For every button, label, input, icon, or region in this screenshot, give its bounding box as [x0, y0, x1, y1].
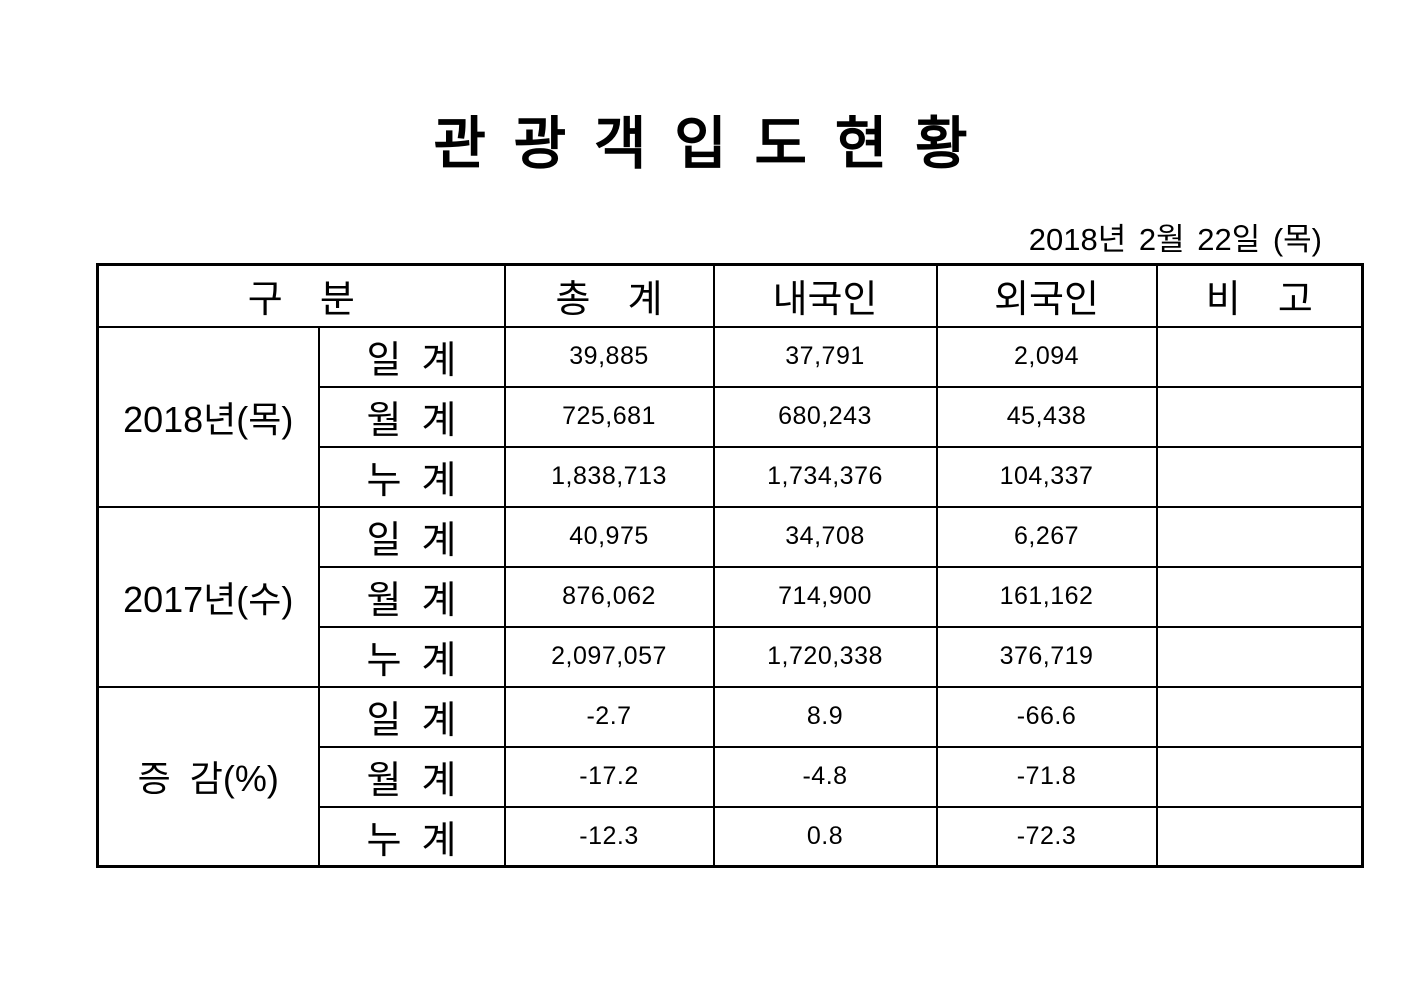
header-total: 총 계 — [503, 263, 715, 328]
row-label: 일 계 — [317, 685, 506, 748]
cell-foreign: 161,162 — [935, 565, 1158, 628]
cell-total: 40,975 — [503, 505, 715, 568]
cell-remarks — [1155, 385, 1364, 448]
row-label: 월 계 — [317, 565, 506, 628]
cell-total: -2.7 — [503, 685, 715, 748]
cell-foreign: 2,094 — [935, 325, 1158, 388]
header-domestic: 내국인 — [712, 263, 938, 328]
cell-total: -17.2 — [503, 745, 715, 808]
report-date: 2018년 2월 22일 (목) — [1028, 222, 1322, 257]
row-label: 일 계 — [317, 505, 506, 568]
table-row: 누 계 -12.3 0.8 -72.3 — [98, 805, 1364, 868]
cell-domestic: 37,791 — [712, 325, 938, 388]
cell-foreign: 6,267 — [935, 505, 1158, 568]
table-row: 증 감(%) 일 계 -2.7 8.9 -66.6 — [96, 685, 1364, 868]
row-label: 누 계 — [317, 445, 506, 508]
table-row: 2018년(목) 일 계 39,885 37,791 2,094 — [96, 325, 1364, 508]
cell-total: 1,838,713 — [503, 445, 715, 508]
cell-remarks — [1155, 325, 1364, 388]
row-label: 누 계 — [317, 805, 506, 868]
cell-foreign: 45,438 — [935, 385, 1158, 448]
section-label-2018: 2018년(목) — [96, 325, 320, 508]
row-label: 일 계 — [317, 325, 506, 388]
table-row: 2017년(수) 일 계 40,975 34,708 6,267 — [96, 505, 1364, 688]
cell-total: 2,097,057 — [503, 625, 715, 688]
header-category: 구 분 — [96, 263, 506, 328]
cell-foreign: 104,337 — [935, 445, 1158, 508]
table-row: 누 계 1,838,713 1,734,376 104,337 — [98, 445, 1364, 508]
table-row: 월 계 725,681 680,243 45,438 — [98, 385, 1364, 448]
cell-domestic: 1,734,376 — [712, 445, 938, 508]
cell-total: 39,885 — [503, 325, 715, 388]
header-foreign: 외국인 — [935, 263, 1158, 328]
cell-domestic: -4.8 — [712, 745, 938, 808]
cell-foreign: -72.3 — [935, 805, 1158, 868]
cell-domestic: 0.8 — [712, 805, 938, 868]
cell-domestic: 680,243 — [712, 385, 938, 448]
cell-domestic: 1,720,338 — [712, 625, 938, 688]
section-label-change: 증 감(%) — [96, 685, 320, 868]
row-label: 월 계 — [317, 385, 506, 448]
cell-domestic: 8.9 — [712, 685, 938, 748]
cell-remarks — [1155, 445, 1364, 508]
cell-remarks — [1155, 565, 1364, 628]
cell-total: 725,681 — [503, 385, 715, 448]
cell-remarks — [1155, 745, 1364, 808]
cell-total: -12.3 — [503, 805, 715, 868]
row-label: 월 계 — [317, 745, 506, 808]
cell-remarks — [1155, 685, 1364, 748]
cell-remarks — [1155, 505, 1364, 568]
cell-foreign: -66.6 — [935, 685, 1158, 748]
tourist-stats-table: 구 분 총 계 내국인 외국인 비 고 2018년(목) 일 계 39,885 … — [96, 263, 1365, 868]
section-label-2017: 2017년(수) — [96, 505, 320, 688]
header-remarks: 비 고 — [1155, 263, 1364, 328]
page-title: 관 광 객 입 도 현 황 — [433, 112, 970, 176]
cell-foreign: 376,719 — [935, 625, 1158, 688]
cell-foreign: -71.8 — [935, 745, 1158, 808]
cell-domestic: 714,900 — [712, 565, 938, 628]
row-label: 누 계 — [317, 625, 506, 688]
cell-remarks — [1155, 625, 1364, 688]
cell-domestic: 34,708 — [712, 505, 938, 568]
table-row: 누 계 2,097,057 1,720,338 376,719 — [98, 625, 1364, 688]
table-row: 월 계 876,062 714,900 161,162 — [98, 565, 1364, 628]
cell-total: 876,062 — [503, 565, 715, 628]
cell-remarks — [1155, 805, 1364, 868]
table-header-row: 구 분 총 계 내국인 외국인 비 고 — [96, 263, 1364, 328]
table-row: 월 계 -17.2 -4.8 -71.8 — [98, 745, 1364, 808]
